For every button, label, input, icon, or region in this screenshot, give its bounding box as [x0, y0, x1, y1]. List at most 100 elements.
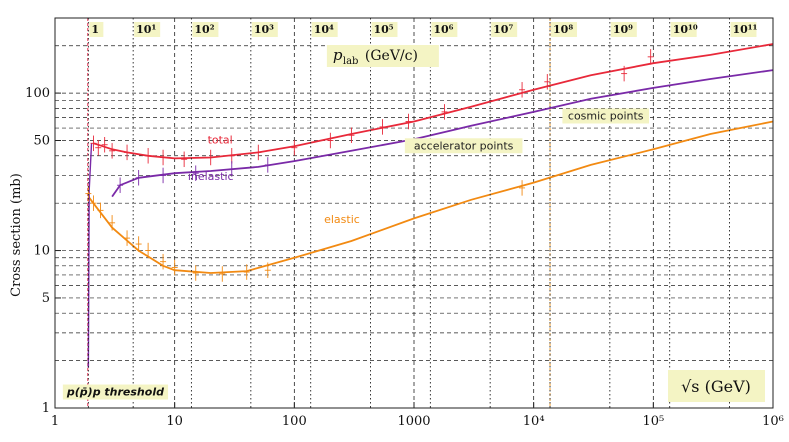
x-tick-label: 1: [51, 414, 59, 429]
x-label-highlight: [668, 370, 765, 402]
vertical-markers: [87, 18, 551, 408]
inelastic-threshold-line: [87, 143, 93, 368]
data-point-total: [255, 144, 262, 161]
top-label-sub: lab: [343, 56, 359, 67]
annotation-highlight: [404, 138, 523, 154]
top-tick-label: 10¹⁰: [673, 23, 698, 36]
data-point-elastic: [171, 259, 178, 276]
x-tick-label: 10⁵: [642, 414, 664, 429]
y-tick-label: 10: [33, 244, 50, 259]
top-tick-highlight: [89, 22, 104, 37]
top-tick-highlight: [551, 22, 578, 37]
y-tick-label: 100: [25, 86, 50, 101]
data-point-elastic: [519, 180, 526, 196]
annotation-label: elastic: [324, 213, 360, 226]
data-point-total: [379, 119, 386, 135]
data-point-total: [228, 148, 235, 164]
data-point-inelastic: [135, 170, 142, 186]
top-tick-label: 10¹¹: [732, 23, 757, 36]
data-point-elastic: [243, 264, 250, 280]
x-tick-label: 10⁴: [523, 414, 545, 429]
top-axis-label: p lab (GeV/c): [326, 45, 439, 67]
top-tick-label: 10²: [194, 23, 214, 36]
annotation-label: p(p̄)p threshold: [66, 386, 164, 399]
data-points: [85, 49, 654, 282]
data-point-total: [519, 82, 526, 98]
annotation-highlight: [562, 108, 650, 124]
y-axis-label: Cross section (mb): [9, 173, 24, 297]
top-tick-label: 10¹: [136, 23, 156, 36]
data-point-inelastic: [160, 167, 167, 184]
data-point-inelastic: [264, 157, 271, 173]
top-tick-highlight: [670, 22, 697, 37]
top-tick-highlight: [431, 22, 458, 37]
data-point-total: [291, 139, 298, 156]
data-point-elastic: [264, 262, 271, 278]
top-tick-label: 10⁴: [314, 23, 334, 36]
data-point-elastic: [219, 266, 226, 282]
data-point-total: [441, 104, 448, 120]
top-tick-highlight: [610, 22, 637, 37]
annotations: total inelastic elastic accelerator points c…: [62, 108, 650, 400]
x-axis-label: √s (GeV): [668, 370, 765, 402]
series-elastic-line: [87, 120, 774, 274]
top-label-unit: (GeV/c): [365, 48, 418, 64]
top-label-highlight: [326, 45, 439, 67]
x-tick-label: 100: [282, 414, 307, 429]
axis-ticks: 1 10 100 1000 10⁴ 10⁵ 10⁶ 1 5 10 50 100 1 10¹ 10² 10³ 10…: [25, 18, 784, 429]
top-tick-highlight: [134, 22, 161, 37]
data-point-elastic: [90, 195, 97, 211]
annotation-label: accelerator points: [414, 139, 514, 152]
data-point-total: [124, 144, 131, 161]
top-tick-highlight: [192, 22, 219, 37]
data-point-elastic: [109, 215, 116, 231]
y-tick-label: 50: [33, 134, 50, 149]
data-point-total: [348, 127, 355, 143]
top-tick-highlight: [251, 22, 278, 37]
top-tick-label: 10³: [254, 23, 274, 36]
y-tick-label: 1: [42, 401, 50, 416]
x-tick-label: 10: [166, 414, 183, 429]
data-point-total: [405, 113, 412, 130]
data-point-total: [145, 148, 152, 164]
annotation-label: cosmic points: [568, 109, 644, 122]
data-point-inelastic: [192, 165, 199, 181]
x-label-text: √s (GeV): [681, 377, 751, 396]
data-point-total: [101, 136, 108, 153]
annotation-highlight: [62, 384, 169, 400]
data-point-total: [647, 49, 654, 65]
top-tick-label: 10⁷: [493, 23, 513, 36]
data-point-elastic: [97, 202, 104, 219]
x-tick-label: 10⁶: [762, 414, 784, 429]
top-tick-label: 10⁶: [433, 23, 453, 36]
series-inelastic-line: [111, 69, 774, 198]
top-tick-highlight: [730, 22, 757, 37]
data-point-total: [95, 139, 102, 156]
data-point-total: [207, 149, 214, 166]
data-point-total: [90, 135, 97, 152]
data-point-total: [621, 65, 628, 82]
data-point-elastic: [192, 265, 199, 281]
data-point-inelastic: [228, 161, 235, 177]
x-tick-label: 1000: [397, 414, 430, 429]
data-point-elastic: [160, 253, 167, 270]
annotation-label: inelastic: [188, 170, 234, 183]
data-point-total: [544, 74, 551, 90]
top-tick-label: 10⁵: [373, 23, 393, 36]
annotation-label: total: [208, 133, 233, 146]
top-label-p: p: [333, 46, 343, 64]
top-tick-highlight: [491, 22, 518, 37]
data-point-total: [181, 151, 188, 168]
data-point-total: [327, 132, 334, 149]
data-point-elastic: [135, 236, 142, 252]
data-point-inelastic: [117, 177, 124, 193]
top-tick-highlight: [371, 22, 398, 37]
data-point-total: [160, 149, 167, 166]
y-tick-label: 5: [42, 291, 50, 306]
data-point-elastic: [145, 242, 152, 259]
data-point-elastic: [124, 230, 131, 246]
top-tick-label: 10⁹: [613, 23, 633, 36]
data-point-total: [109, 143, 116, 159]
top-tick-label: 10⁸: [553, 23, 573, 36]
